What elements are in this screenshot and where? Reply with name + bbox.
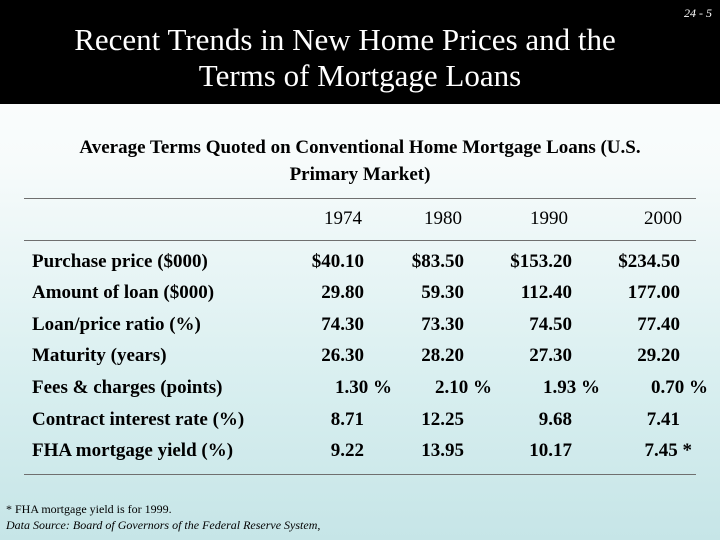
row-label: Loan/price ratio (%) [32,314,201,335]
column-header-1980: 1980 [424,208,462,229]
table-cell: 9.22 [330,440,364,461]
table-cell: $83.50 [411,251,464,272]
column-header-1974: 1974 [324,208,362,229]
table-cell: 1.93 % [543,377,600,398]
slide-title: Recent Trends in New Home Prices and the… [0,22,720,94]
table-cell: 12.25 [421,409,464,430]
table-cell: 1.30 % [335,377,392,398]
slide-title-line-2: Terms of Mortgage Loans [198,58,522,93]
table-cell: $153.20 [510,251,572,272]
table-caption: Average Terms Quoted on Conventional Hom… [0,134,720,188]
table-bottom-rule [24,474,696,475]
slide-number: 24 - 5 [684,6,712,20]
table-cell: 28.20 [421,345,464,366]
row-label: Maturity (years) [32,345,167,366]
table-cell: $234.50 [618,251,680,272]
footnote: * FHA mortgage yield is for 1999. [6,502,172,516]
table-caption-line-1: Average Terms Quoted on Conventional Hom… [79,137,641,158]
table-cell: 74.30 [321,314,364,335]
row-label: Fees & charges (points) [32,377,223,398]
title-banner: 24 - 5 Recent Trends in New Home Prices … [0,0,720,104]
row-label: Amount of loan ($000) [32,282,215,303]
table-cell: 177.00 [627,282,680,303]
table-top-rule [24,198,696,199]
table-cell: 2.10 % [435,377,492,398]
table-cell: 9.68 [538,409,572,430]
table-cell: 26.30 [321,345,364,366]
table-cell: 7.41 [646,409,680,430]
row-label: Purchase price ($000) [32,251,208,272]
row-label: Contract interest rate (%) [32,409,245,430]
table-cell: 29.80 [321,282,364,303]
slide-title-line-1: Recent Trends in New Home Prices and the [74,22,616,57]
table-caption-line-2: Primary Market) [289,164,431,185]
table-cell: 10.17 [529,440,572,461]
table-cell: 8.71 [330,409,364,430]
table-cell: 7.45 * [644,440,693,461]
table-cell: 73.30 [421,314,464,335]
table-cell: $40.10 [311,251,364,272]
table-cell: 27.30 [529,345,572,366]
row-label: FHA mortgage yield (%) [32,440,234,461]
table-cell: 59.30 [421,282,464,303]
column-header-1990: 1990 [530,208,568,229]
data-source: Data Source: Board of Governors of the F… [6,518,321,532]
table-cell: 29.20 [637,345,680,366]
table-cell: 13.95 [421,440,464,461]
table-cell: 74.50 [529,314,572,335]
table-header-rule [24,240,696,241]
table-cell: 77.40 [637,314,680,335]
column-header-2000: 2000 [644,208,682,229]
table-cell: 0.70 % [651,377,708,398]
table-cell: 112.40 [520,282,572,303]
